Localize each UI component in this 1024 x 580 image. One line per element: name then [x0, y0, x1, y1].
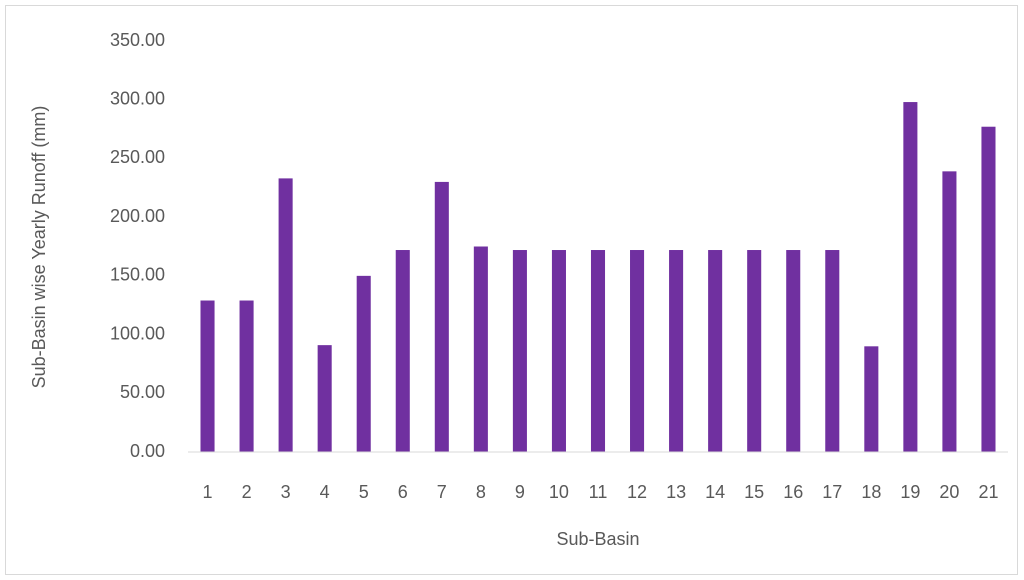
x-tick-label: 4 [320, 482, 330, 502]
bar [825, 250, 840, 452]
bar [747, 250, 762, 452]
y-tick-label: 300.00 [110, 88, 165, 108]
x-tick-label: 1 [203, 482, 213, 502]
x-tick-label: 3 [281, 482, 291, 502]
bar [786, 250, 801, 452]
bar [356, 275, 371, 452]
bar [239, 300, 254, 452]
bar [278, 178, 293, 453]
x-tick-label: 17 [822, 482, 842, 502]
y-tick-label: 350.00 [110, 30, 165, 50]
bar [317, 345, 332, 452]
bar [864, 346, 879, 452]
bar [981, 126, 996, 453]
x-tick-label: 11 [589, 482, 608, 502]
y-tick-label: 100.00 [110, 323, 165, 343]
x-tick-label: 15 [744, 482, 764, 502]
chart-border [5, 5, 1018, 575]
bar [708, 250, 723, 452]
x-tick-label: 18 [861, 482, 881, 502]
bar [473, 246, 488, 452]
y-tick-label: 50.00 [120, 382, 165, 402]
bar [512, 250, 527, 452]
y-tick-label: 250.00 [110, 147, 165, 167]
x-tick-label: 21 [978, 482, 998, 502]
bar [551, 250, 566, 452]
x-tick-label: 2 [242, 482, 252, 502]
bar [434, 181, 449, 452]
x-tick-label: 8 [476, 482, 486, 502]
x-tick-label: 7 [437, 482, 447, 502]
x-tick-label: 12 [627, 482, 647, 502]
x-tick-label: 10 [549, 482, 569, 502]
x-tick-label: 6 [398, 482, 408, 502]
y-tick-label: 200.00 [110, 206, 165, 226]
bar [590, 250, 606, 452]
y-tick-label: 150.00 [110, 265, 165, 285]
x-tick-label: 16 [783, 482, 803, 502]
x-tick-label: 14 [705, 482, 725, 502]
y-tick-label: 0.00 [130, 441, 165, 461]
bar [395, 250, 410, 452]
x-tick-label: 9 [515, 482, 525, 502]
y-axis-label: Sub-Basin wise Yearly Runoff (mm) [29, 106, 49, 389]
bar [630, 250, 645, 452]
x-axis-label: Sub-Basin [556, 529, 639, 549]
bar [903, 102, 918, 452]
x-tick-label: 13 [666, 482, 686, 502]
x-tick-label: 19 [900, 482, 920, 502]
bar [200, 300, 215, 452]
bar [669, 250, 684, 452]
x-tick-label: 20 [939, 482, 959, 502]
x-tick-label: 5 [359, 482, 369, 502]
bar [942, 171, 957, 453]
